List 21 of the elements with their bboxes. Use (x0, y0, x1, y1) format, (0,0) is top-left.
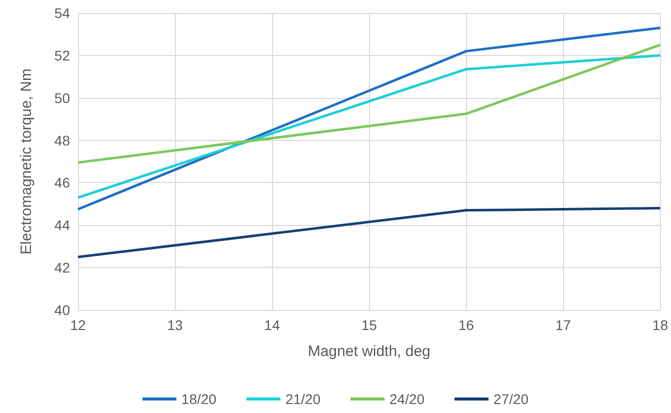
y-tick-label: 50 (54, 90, 70, 106)
x-tick-label: 17 (555, 317, 572, 333)
y-tick-label: 42 (54, 260, 70, 276)
y-tick-label: 46 (54, 174, 70, 191)
legend-label: 18/20 (181, 391, 217, 407)
y-tick-label: 54 (54, 5, 70, 21)
x-tick-label: 15 (361, 317, 378, 333)
legend-label: 27/20 (494, 391, 529, 407)
x-tick-label: 12 (70, 317, 86, 333)
y-tick-label: 40 (54, 302, 70, 318)
y-tick-label: 44 (54, 217, 70, 234)
x-tick-label: 14 (264, 317, 280, 333)
x-tick-label: 13 (167, 317, 184, 333)
y-axis-title: Electromagnetic torque, Nm (18, 68, 35, 254)
x-tick-label: 18 (652, 317, 668, 333)
x-tick-label: 16 (458, 317, 474, 333)
x-axis-title: Magnet width, deg (308, 343, 430, 360)
y-tick-label: 48 (54, 132, 70, 148)
y-tick-label: 52 (54, 47, 70, 64)
legend-label: 24/20 (390, 391, 425, 407)
legend-label: 21/20 (285, 391, 321, 407)
